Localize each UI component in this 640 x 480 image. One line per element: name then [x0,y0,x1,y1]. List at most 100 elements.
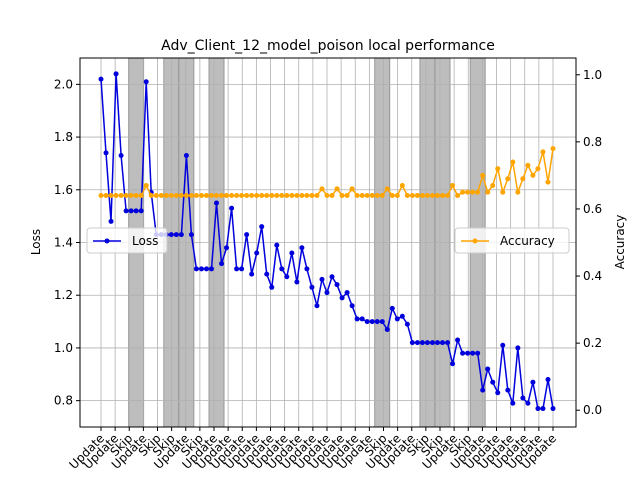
point-loss-71 [455,337,461,343]
point-loss-78 [490,379,496,385]
point-accuracy-16 [178,193,184,199]
point-loss-66 [429,340,435,346]
point-loss-61 [404,321,410,327]
legend-loss-box [86,227,168,254]
point-loss-81 [505,387,511,393]
point-loss-35 [274,242,280,248]
point-accuracy-83 [515,189,521,195]
point-loss-84 [520,395,526,401]
point-accuracy-69 [445,193,451,199]
point-loss-20 [198,266,204,272]
y-right-tick-label-5: 1.0 [583,68,602,82]
point-accuracy-70 [450,182,456,188]
point-accuracy-59 [394,193,400,199]
point-accuracy-64 [419,193,425,199]
point-accuracy-6 [128,193,134,199]
point-loss-34 [269,284,275,290]
point-accuracy-39 [294,193,300,199]
point-loss-53 [364,319,370,325]
point-accuracy-17 [183,193,189,199]
point-loss-86 [530,379,536,385]
point-loss-63 [414,340,420,346]
point-loss-70 [450,361,456,367]
point-loss-16 [178,232,184,238]
point-loss-77 [485,366,491,372]
point-accuracy-79 [495,166,501,172]
point-loss-8 [138,208,144,214]
point-loss-45 [324,290,330,296]
point-loss-75 [475,350,481,356]
point-accuracy-67 [434,193,440,199]
legend-accuracy-label: Accuracy [500,234,555,248]
y-right-tick-label-0: 0.0 [583,403,602,417]
point-accuracy-30 [249,193,255,199]
point-loss-58 [389,305,395,311]
point-loss-26 [229,205,235,211]
point-accuracy-26 [229,193,235,199]
point-loss-2 [108,218,114,224]
point-accuracy-84 [520,176,526,182]
legend-accuracy: Accuracy [454,227,570,254]
point-loss-4 [118,153,124,159]
y-axis-left-title: Loss [29,229,43,255]
point-accuracy-33 [264,193,270,199]
point-accuracy-9 [143,182,149,188]
point-loss-42 [309,284,315,290]
y-left-tick-label-6: 2.0 [54,77,73,91]
point-accuracy-66 [429,193,435,199]
point-accuracy-34 [269,193,275,199]
point-accuracy-14 [168,193,174,199]
point-accuracy-61 [404,193,410,199]
point-accuracy-51 [354,193,360,199]
y-left-tick-label-1: 1.0 [54,341,73,355]
point-loss-44 [319,276,325,282]
y-left-tick-label-0: 0.8 [54,394,73,408]
point-loss-24 [219,261,225,267]
point-loss-6 [128,208,134,214]
y-left-tick-label-3: 1.4 [54,236,73,250]
point-accuracy-90 [550,146,556,152]
point-accuracy-11 [153,193,159,199]
y-right-tick-label-3: 0.6 [583,202,602,216]
chart-title: Adv_Client_12_model_poison local perform… [161,38,495,54]
point-accuracy-2 [108,193,114,199]
point-accuracy-81 [505,176,511,182]
y-left-tick-label-4: 1.6 [54,183,73,197]
point-accuracy-77 [485,189,491,195]
point-accuracy-3 [113,193,119,199]
point-loss-76 [480,387,486,393]
point-loss-25 [224,245,230,251]
point-accuracy-22 [208,193,214,199]
point-loss-72 [460,350,466,356]
point-accuracy-86 [530,172,536,178]
point-accuracy-27 [234,193,240,199]
point-accuracy-87 [535,166,541,172]
point-loss-32 [259,224,265,230]
point-loss-33 [264,271,270,277]
point-accuracy-85 [525,162,531,168]
point-accuracy-43 [314,193,320,199]
point-accuracy-68 [440,193,446,199]
point-accuracy-52 [359,193,365,199]
point-loss-15 [173,232,179,238]
point-loss-1 [103,150,109,156]
point-accuracy-74 [470,189,476,195]
point-loss-90 [550,406,556,412]
point-accuracy-28 [239,193,245,199]
point-loss-0 [98,76,104,82]
point-accuracy-20 [198,193,204,199]
point-loss-79 [495,390,501,396]
point-accuracy-45 [324,193,330,199]
point-accuracy-19 [193,193,199,199]
point-loss-80 [500,342,506,348]
point-accuracy-0 [98,193,104,199]
point-accuracy-58 [389,193,395,199]
y-axis-right-title: Accuracy [613,215,627,270]
point-loss-14 [168,232,174,238]
y-left-tick-label-5: 1.8 [54,130,73,144]
point-accuracy-71 [455,193,461,199]
point-loss-57 [384,326,390,332]
point-loss-88 [540,406,546,412]
point-accuracy-40 [299,193,305,199]
